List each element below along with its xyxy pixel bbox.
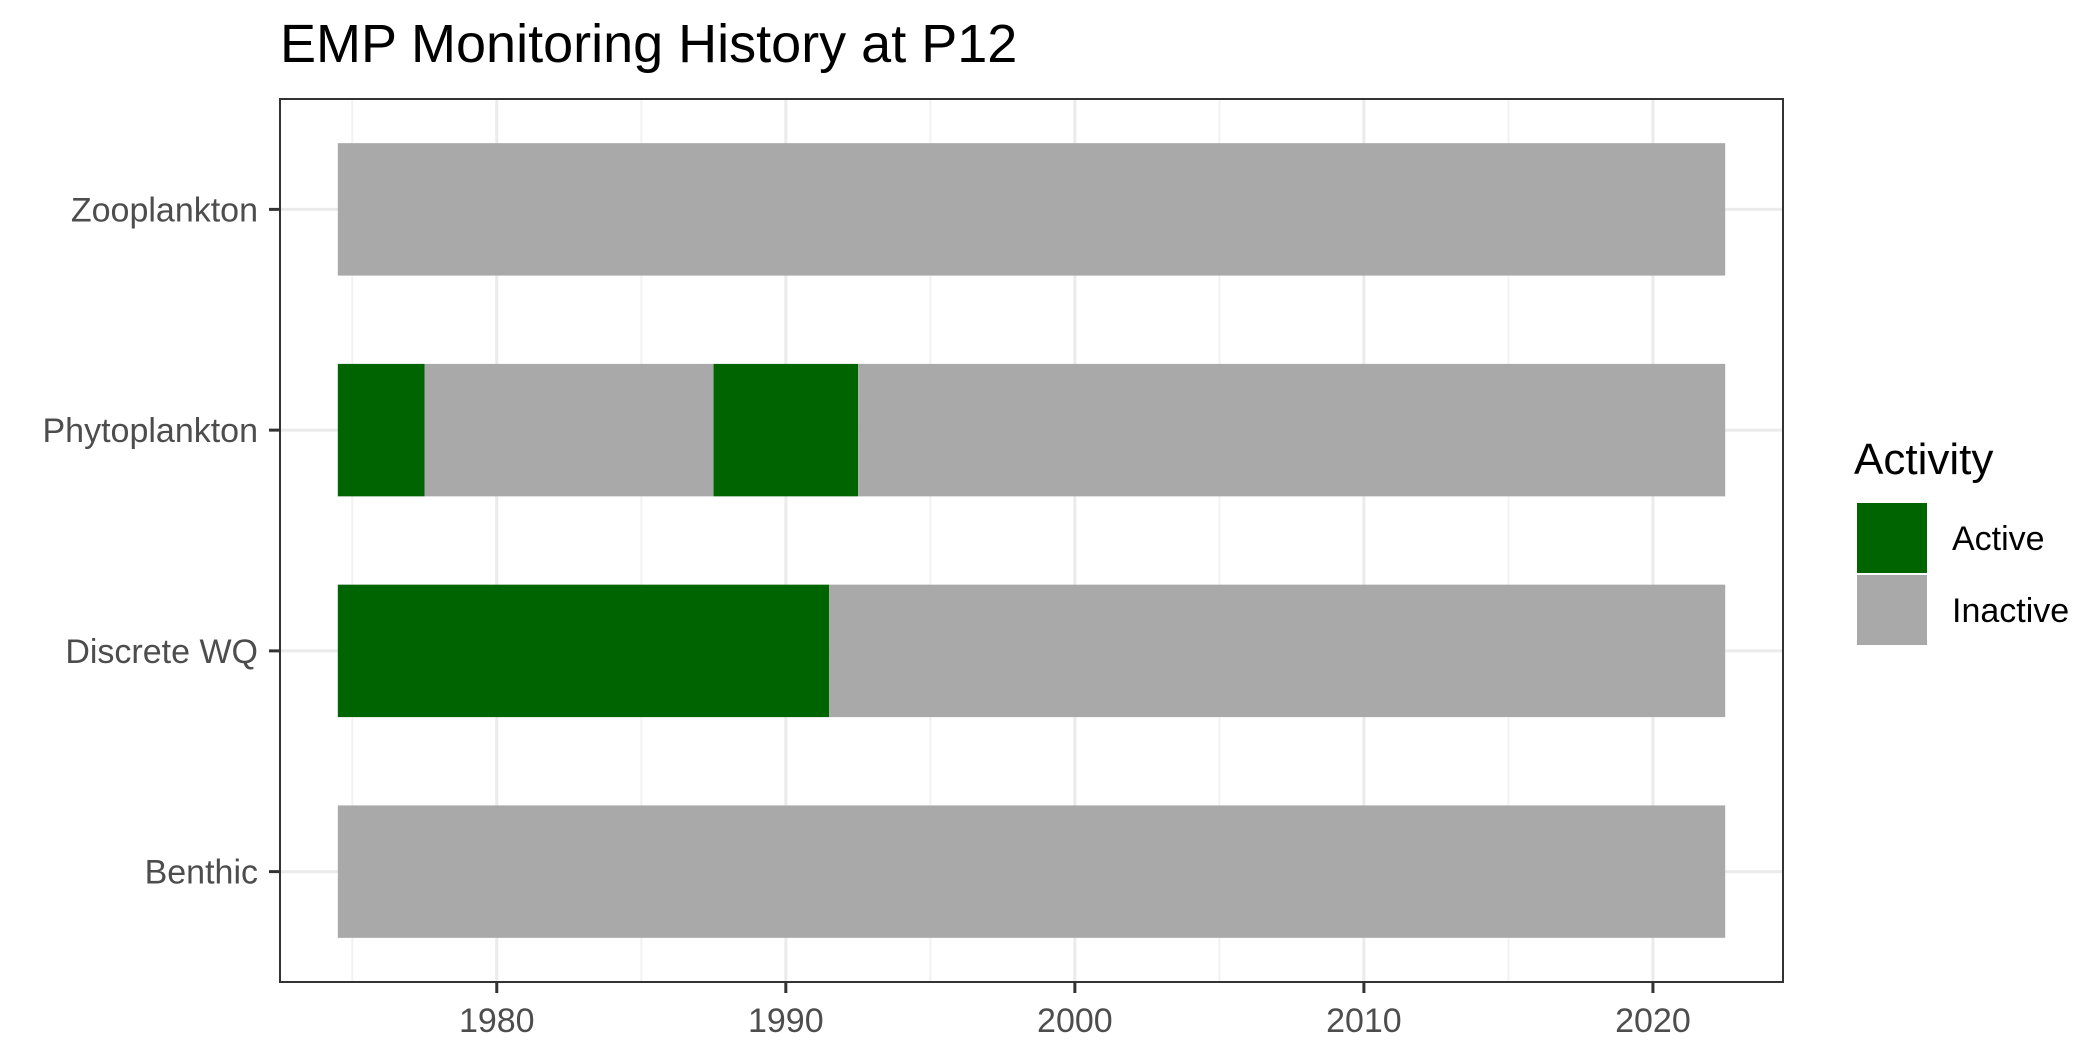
y-tick-label: Discrete WQ <box>65 633 258 671</box>
segment-phytoplankton-active <box>713 363 859 497</box>
segment-discrete-wq-inactive <box>829 584 1726 718</box>
timeline-segments <box>337 143 1726 938</box>
x-tick-label: 2000 <box>1037 1002 1113 1040</box>
segment-phytoplankton-active <box>337 363 425 497</box>
legend-title: Activity <box>1854 435 1993 484</box>
x-tick-label: 1980 <box>459 1002 535 1040</box>
y-tick-label: Benthic <box>145 854 258 892</box>
legend-label-inactive: Inactive <box>1952 592 2069 630</box>
y-axis: Zooplankton Phytoplankton Discrete WQ Benth… <box>43 191 280 892</box>
segment-phytoplankton-inactive <box>424 363 714 497</box>
x-tick-label: 2010 <box>1326 1002 1402 1040</box>
y-tick-label: Zooplankton <box>71 191 258 229</box>
chart-title: EMP Monitoring History at P12 <box>280 14 1017 74</box>
segment-benthic-inactive <box>337 805 1726 938</box>
legend-label-active: Active <box>1952 520 2045 558</box>
plot-panel-border <box>279 98 1784 983</box>
segment-zooplankton-inactive <box>337 143 1726 276</box>
legend-key-inactive <box>1855 573 1929 647</box>
x-axis: 1980 1990 2000 2010 2020 <box>459 982 1691 1040</box>
x-tick-label: 2020 <box>1615 1002 1691 1040</box>
x-tick-label: 1990 <box>748 1002 824 1040</box>
segment-phytoplankton-inactive <box>858 363 1726 497</box>
legend: Activity Active Inactive <box>1854 435 2069 647</box>
legend-key-active <box>1855 501 1929 575</box>
y-tick-label: Phytoplankton <box>43 412 259 450</box>
segment-discrete-wq-active <box>337 584 830 718</box>
